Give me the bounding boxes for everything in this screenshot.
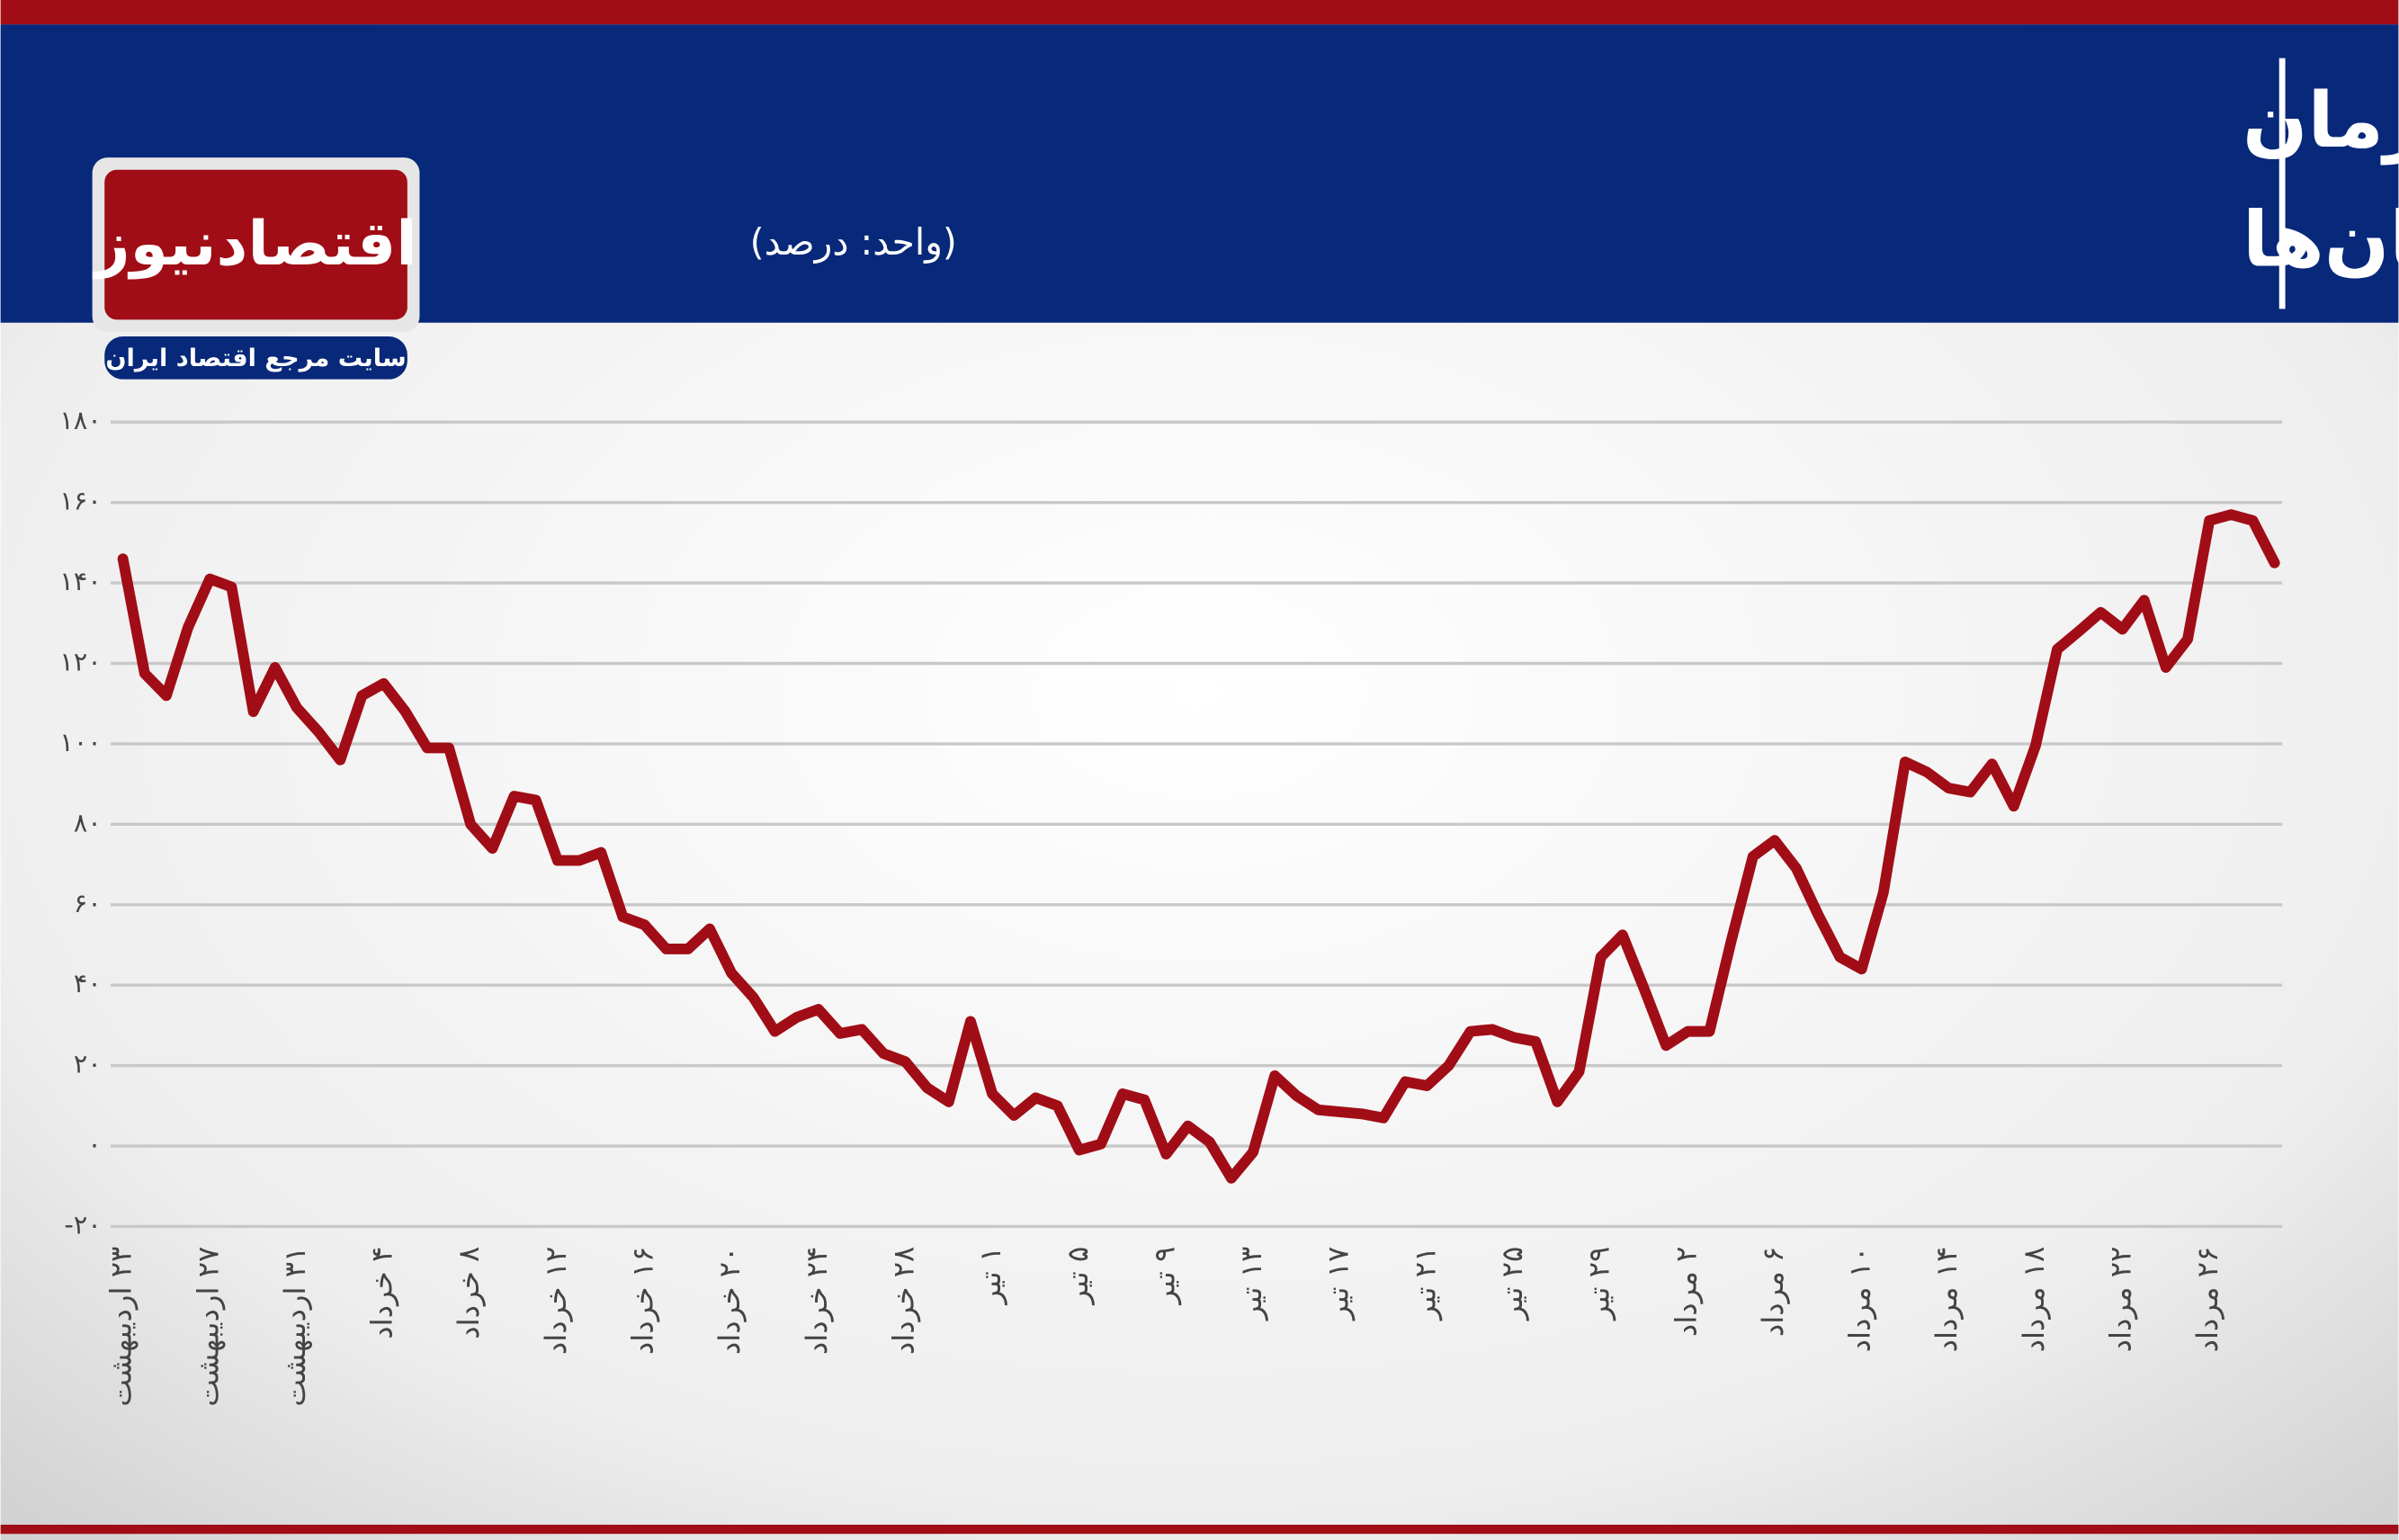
y-tick-label: -۲۰: [64, 1209, 101, 1240]
x-tick-label: ۲۱ تیر: [1408, 1247, 1442, 1322]
logo-tag-box: [104, 336, 407, 380]
x-tick-label: ۱۷ تیر: [1321, 1247, 1356, 1322]
y-tick-label: ۶۰: [74, 888, 102, 918]
x-tick-label: ۱۸ مرداد: [2017, 1247, 2051, 1353]
x-tick-label: ۱۲ خرداد: [539, 1247, 573, 1356]
unit-label: (واحد: درصد): [750, 220, 957, 264]
x-tick-label: ۲۰ خرداد: [712, 1247, 747, 1355]
y-tick-label: ۱۶۰: [59, 486, 102, 516]
logo-tagline: سایت مرجع اقتصاد ایران: [105, 345, 406, 372]
chart-title: بیمارستان‌ها: [2242, 195, 2399, 284]
y-tick-label: ۴۰: [74, 968, 102, 998]
x-tick-label: ۲۲ مرداد: [2104, 1247, 2138, 1353]
x-tick-label: ۸ خرداد: [452, 1247, 486, 1339]
y-tick-label: ۲۰: [74, 1049, 102, 1079]
x-tick-label: ۱۰ مرداد: [1843, 1247, 1877, 1353]
x-tick-label: ۴ خرداد: [365, 1247, 399, 1339]
logo-name: اقتصادنیوز: [92, 209, 416, 280]
x-tick-label: ۲۹ تیر: [1582, 1247, 1616, 1322]
x-tick-label: ۲ مرداد: [1669, 1247, 1703, 1337]
x-tick-label: ۲۳ اردیبهشت: [104, 1247, 139, 1407]
chart-title: رشد سالانه فشار بر کادر درمان: [2242, 76, 2399, 166]
y-tick-label: ۸۰: [74, 807, 102, 837]
x-tick-label: ۱۳ تیر: [1234, 1247, 1268, 1322]
y-tick-label: ۱۰۰: [59, 727, 102, 757]
x-tick-label: ۲۷ اردیبهشت: [191, 1247, 225, 1407]
x-tick-label: ۵ تیر: [1061, 1247, 1095, 1306]
y-tick-label: ۱۸۰: [59, 405, 102, 435]
y-tick-label: ۰: [87, 1129, 102, 1159]
x-tick-label: ۲۶ مرداد: [2190, 1247, 2224, 1353]
x-tick-label: ۱۶ خرداد: [626, 1247, 660, 1356]
x-tick-label: ۲۸ خرداد: [886, 1247, 920, 1356]
data-line: [117, 509, 2280, 1184]
x-tick-label: ۳۱ اردیبهشت: [278, 1247, 312, 1407]
x-tick-label: ۶ مرداد: [1756, 1247, 1790, 1337]
y-tick-label: ۱۴۰: [59, 566, 102, 596]
bottom-strip: [0, 1524, 2399, 1535]
y-tick-label: ۱۲۰: [59, 647, 102, 677]
x-tick-label: ۹ تیر: [1147, 1247, 1181, 1306]
x-tick-label: ۲۵ تیر: [1495, 1247, 1529, 1322]
x-tick-label: ۱۴ مرداد: [1929, 1247, 1964, 1353]
logo-box: [104, 169, 407, 320]
x-tick-label: ۲۴ خرداد: [800, 1247, 834, 1355]
top-strip: [0, 0, 2399, 25]
x-tick-label: ۱ تیر: [973, 1247, 1007, 1306]
